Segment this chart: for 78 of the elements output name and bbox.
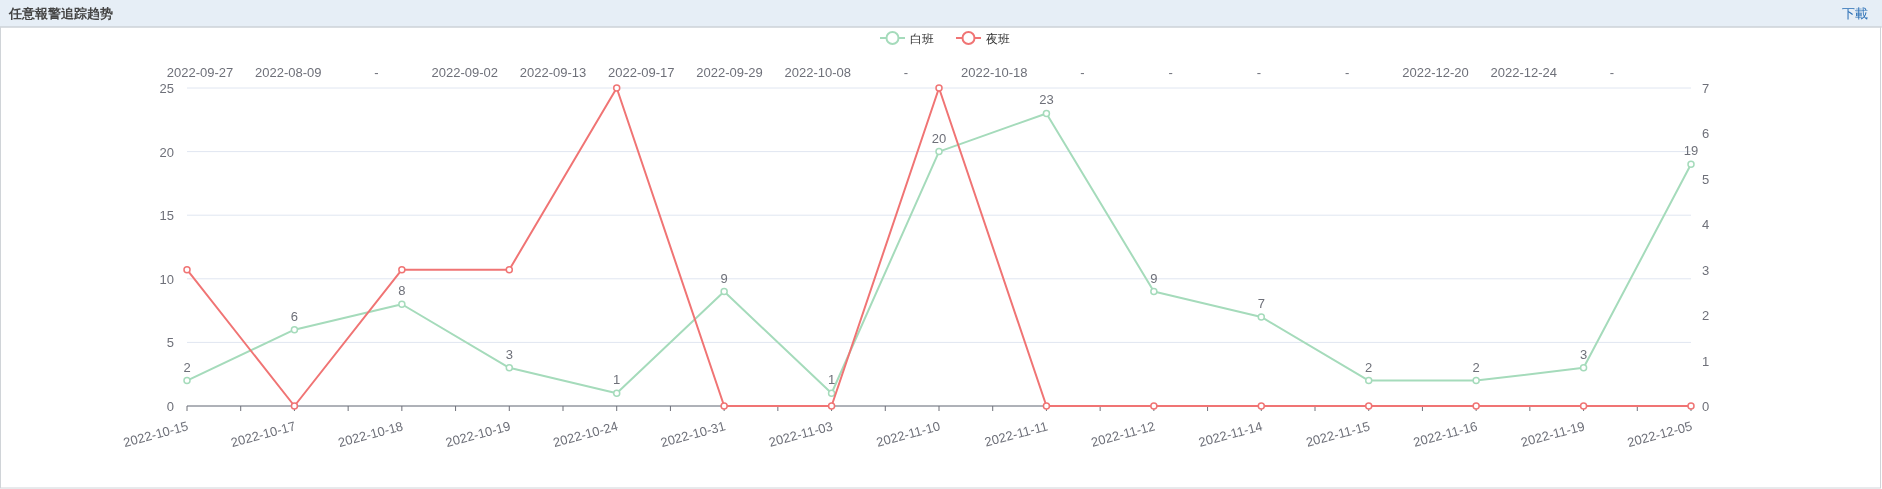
- point: [935, 84, 943, 92]
- text: -: [903, 65, 909, 80]
- text: 2022-10-18: [961, 65, 1028, 80]
- data-label: 20: [931, 130, 947, 146]
- text: 2022-12-20: [1402, 65, 1469, 80]
- data-label: 23: [1039, 92, 1054, 108]
- legend-item: 白班: [879, 31, 934, 46]
- text: -: [1609, 65, 1615, 80]
- data-label: 6: [290, 308, 299, 324]
- text: -: [1345, 65, 1350, 80]
- data-label: 3: [505, 346, 513, 362]
- text: -: [1080, 65, 1085, 80]
- text: 2022-09-17: [608, 65, 675, 80]
- legend-item: 夜班: [955, 31, 1010, 46]
- point: [1472, 376, 1480, 385]
- data-label: 9: [1150, 270, 1158, 286]
- data-label: 2: [1365, 359, 1373, 375]
- y2-tick-label: 5: [1702, 171, 1710, 187]
- y2-tick-label: 0: [1702, 399, 1710, 414]
- y2-tick-label: 3: [1702, 262, 1710, 278]
- point: [1042, 402, 1051, 410]
- data-label: 9: [720, 270, 728, 286]
- point: [1150, 287, 1158, 296]
- y-tick-label: 10: [159, 271, 174, 287]
- data-label: 3: [1579, 346, 1588, 362]
- point: [290, 402, 299, 410]
- point: [1257, 313, 1266, 321]
- y2-tick-label: 2: [1702, 308, 1710, 324]
- data-label: 1: [613, 372, 621, 388]
- y2-tick-label: 6: [1702, 126, 1710, 142]
- point: [505, 364, 514, 372]
- point: [935, 147, 943, 156]
- point: [1257, 402, 1266, 410]
- text: 2022-09-29: [696, 65, 763, 80]
- point: [1579, 402, 1588, 410]
- point: [398, 300, 406, 308]
- legend-label: 夜班: [986, 32, 1010, 46]
- text: 2022-10-08: [784, 65, 851, 80]
- text: 2022-08-09: [255, 65, 322, 80]
- text: -: [1168, 65, 1173, 80]
- point: [290, 325, 299, 334]
- point: [398, 265, 406, 274]
- point: [1042, 109, 1051, 118]
- data-label: 2: [183, 359, 191, 375]
- text: 任意報警追踪趋势: [8, 6, 113, 21]
- y-tick-label: 25: [159, 81, 174, 96]
- text: 2022-12-24: [1490, 65, 1557, 80]
- data-label: 19: [1683, 143, 1699, 159]
- y-tick-label: 20: [159, 144, 174, 160]
- point: [1364, 402, 1373, 410]
- y-tick-label: 5: [166, 335, 174, 351]
- data-label: 1: [827, 372, 836, 388]
- text: 2022-09-13: [519, 65, 587, 80]
- y-tick-label: 15: [159, 208, 174, 224]
- point: [183, 376, 191, 385]
- text: 2022-09-02: [431, 65, 498, 80]
- point: [612, 389, 621, 398]
- point: [612, 84, 621, 92]
- point: [1687, 160, 1695, 169]
- point: [1579, 364, 1588, 372]
- point: [720, 287, 728, 296]
- text: 下載: [1842, 6, 1868, 21]
- y2-tick-label: 7: [1702, 81, 1710, 96]
- text: 2022-09-27: [166, 65, 234, 80]
- y2-tick-label: 1: [1702, 353, 1710, 369]
- text: -: [374, 65, 379, 80]
- point: [827, 402, 836, 410]
- point: [1364, 376, 1373, 385]
- y2-tick-label: 4: [1702, 217, 1710, 233]
- data-label: 2: [1472, 359, 1480, 375]
- point: [183, 265, 191, 274]
- text: -: [1256, 65, 1262, 80]
- legend-label: 白班: [910, 32, 934, 46]
- point: [505, 265, 514, 274]
- data-label: 8: [398, 283, 406, 299]
- point: [827, 389, 836, 398]
- y-tick-label: 0: [166, 399, 174, 414]
- data-label: 7: [1257, 295, 1265, 311]
